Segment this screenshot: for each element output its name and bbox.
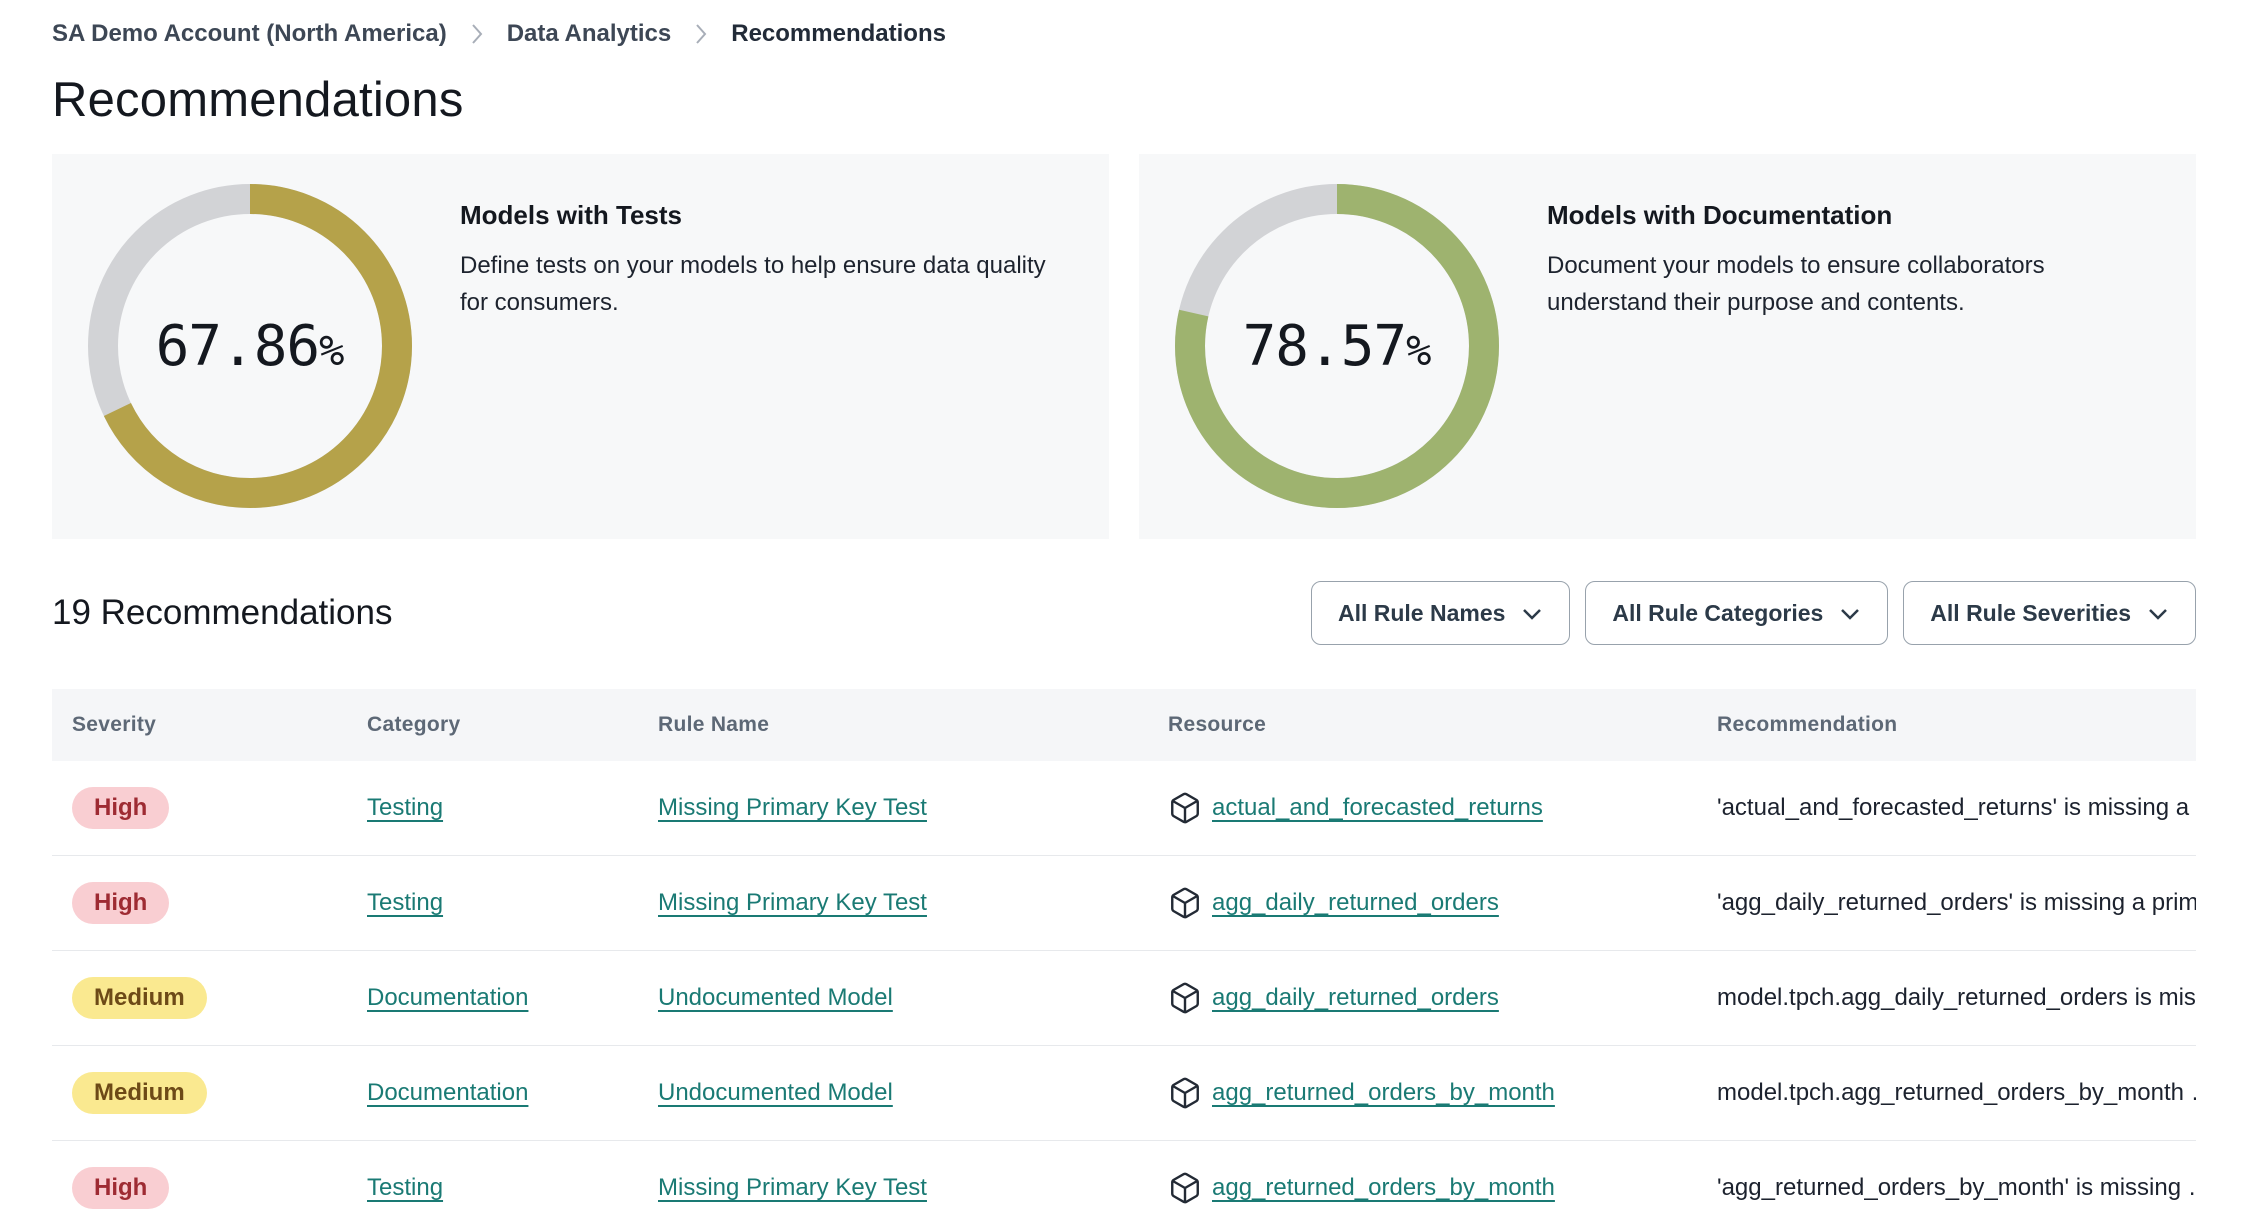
recommendations-table: Severity Category Rule Name Resource Rec… bbox=[52, 689, 2196, 1220]
chevron-right-icon bbox=[693, 21, 709, 47]
severity-badge: Medium bbox=[72, 1072, 207, 1114]
category-link[interactable]: Documentation bbox=[367, 984, 529, 1011]
card-title: Models with Tests bbox=[460, 200, 682, 230]
resource-link[interactable]: agg_daily_returned_orders bbox=[1212, 889, 1499, 916]
severity-badge: High bbox=[72, 882, 170, 924]
category-link[interactable]: Testing bbox=[367, 1174, 444, 1201]
chevron-right-icon bbox=[469, 21, 485, 47]
recommendation-text: 'agg_returned_orders_by_month' is missin… bbox=[1717, 1174, 2196, 1201]
breadcrumb: SA Demo Account (North America) Data Ana… bbox=[52, 0, 2196, 48]
table-row: Medium Documentation Undocumented Model … bbox=[52, 1046, 2196, 1141]
resource-link[interactable]: agg_returned_orders_by_month bbox=[1212, 1174, 1555, 1201]
documentation-percent-label: 78.57% bbox=[1242, 313, 1432, 379]
breadcrumb-project[interactable]: Data Analytics bbox=[506, 20, 672, 47]
rule-names-filter-dropdown[interactable]: All Rule Names bbox=[1310, 581, 1571, 645]
rule-severities-filter-dropdown[interactable]: All Rule Severities bbox=[1903, 581, 2196, 645]
models-with-tests-card: 67.86% Models with Tests Define tests on… bbox=[52, 154, 1109, 539]
column-header-rule-name: Rule Name bbox=[658, 713, 770, 736]
rule-name-link[interactable]: Missing Primary Key Test bbox=[658, 889, 927, 916]
recommendation-text: model.tpch.agg_daily_returned_orders is … bbox=[1717, 984, 2196, 1011]
recommendation-text: model.tpch.agg_returned_orders_by_month … bbox=[1717, 1079, 2196, 1106]
category-link[interactable]: Documentation bbox=[367, 1079, 529, 1106]
table-row: High Testing Missing Primary Key Test ag… bbox=[52, 856, 2196, 951]
category-link[interactable]: Testing bbox=[367, 889, 444, 916]
tests-percent-label: 67.86% bbox=[155, 313, 345, 379]
category-link[interactable]: Testing bbox=[367, 794, 444, 821]
table-row: High Testing Missing Primary Key Test ac… bbox=[52, 761, 2196, 856]
severity-badge: Medium bbox=[72, 977, 207, 1019]
rule-categories-filter-dropdown[interactable]: All Rule Categories bbox=[1585, 581, 1889, 645]
severity-badge: High bbox=[72, 1167, 170, 1209]
table-row: High Testing Missing Primary Key Test ag… bbox=[52, 1141, 2196, 1220]
card-description: Document your models to ensure collabora… bbox=[1547, 252, 2045, 317]
documentation-donut-chart: 78.57% bbox=[1175, 184, 1499, 508]
card-title: Models with Documentation bbox=[1547, 200, 1893, 230]
recommendation-text: 'actual_and_forecasted_returns' is missi… bbox=[1717, 794, 2196, 821]
model-cube-icon bbox=[1171, 887, 1199, 919]
column-header-category: Category bbox=[367, 713, 461, 736]
breadcrumb-current: Recommendations bbox=[731, 20, 946, 47]
filter-bar: All Rule Names All Rule Categories All R… bbox=[1310, 581, 2196, 645]
model-cube-icon bbox=[1171, 982, 1199, 1014]
chevron-down-icon bbox=[1521, 600, 1543, 627]
column-header-resource: Resource bbox=[1168, 713, 1267, 736]
breadcrumb-account[interactable]: SA Demo Account (North America) bbox=[52, 20, 447, 47]
column-header-severity: Severity bbox=[72, 713, 157, 736]
model-cube-icon bbox=[1171, 1172, 1199, 1204]
list-header: 19 Recommendations All Rule Names All Ru… bbox=[52, 581, 2196, 645]
tests-donut-chart: 67.86% bbox=[88, 184, 412, 508]
chevron-down-icon bbox=[2147, 600, 2169, 627]
resource-link[interactable]: actual_and_forecasted_returns bbox=[1212, 794, 1543, 821]
recommendations-count: 19 Recommendations bbox=[52, 593, 393, 632]
summary-cards: 67.86% Models with Tests Define tests on… bbox=[52, 154, 2196, 539]
rule-name-link[interactable]: Undocumented Model bbox=[658, 984, 893, 1011]
rule-name-link[interactable]: Missing Primary Key Test bbox=[658, 1174, 927, 1201]
table-header-row: Severity Category Rule Name Resource Rec… bbox=[52, 689, 2196, 761]
card-description: Define tests on your models to help ensu… bbox=[460, 252, 1046, 317]
rule-name-link[interactable]: Missing Primary Key Test bbox=[658, 794, 927, 821]
table-row: Medium Documentation Undocumented Model … bbox=[52, 951, 2196, 1046]
models-with-documentation-card: 78.57% Models with Documentation Documen… bbox=[1139, 154, 2196, 539]
resource-link[interactable]: agg_returned_orders_by_month bbox=[1212, 1079, 1555, 1106]
rule-name-link[interactable]: Undocumented Model bbox=[658, 1079, 893, 1106]
resource-link[interactable]: agg_daily_returned_orders bbox=[1212, 984, 1499, 1011]
chevron-down-icon bbox=[1839, 600, 1861, 627]
recommendation-text: 'agg_daily_returned_orders' is missing a… bbox=[1717, 889, 2196, 916]
column-header-recommendation: Recommendation bbox=[1717, 713, 1898, 736]
severity-badge: High bbox=[72, 787, 170, 829]
model-cube-icon bbox=[1171, 792, 1199, 824]
model-cube-icon bbox=[1171, 1077, 1199, 1109]
page-title: Recommendations bbox=[52, 73, 464, 127]
